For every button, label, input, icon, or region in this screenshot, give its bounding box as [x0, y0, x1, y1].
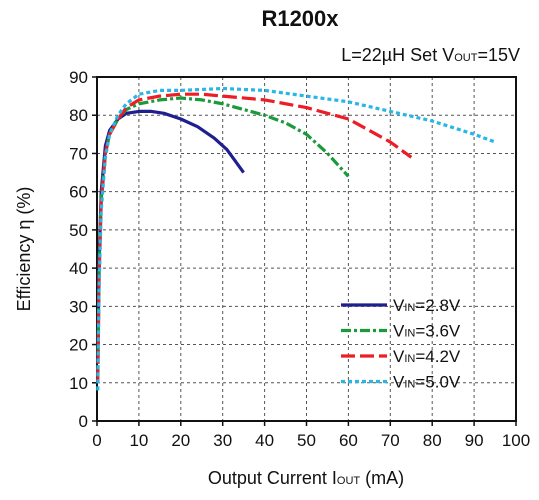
y-tick-label: 90 — [69, 68, 88, 87]
y-tick-label: 0 — [79, 412, 88, 431]
y-tick-label: 10 — [69, 374, 88, 393]
x-tick-label: 50 — [297, 431, 316, 450]
x-tick-label: 10 — [129, 431, 148, 450]
y-tick-label: 30 — [69, 297, 88, 316]
y-tick-label: 70 — [69, 144, 88, 163]
x-tick-label: 60 — [339, 431, 358, 450]
legend-label-sub: IN — [404, 379, 415, 391]
x-axis-label-lead: Output Current I — [208, 468, 337, 488]
legend-label-tail: =5.0V — [415, 373, 461, 392]
legend-label: VIN=2.8V — [393, 296, 461, 315]
x-tick-label: 90 — [465, 431, 484, 450]
legend-label: VIN=5.0V — [393, 373, 461, 392]
x-tick-label: 20 — [171, 431, 190, 450]
y-tick-label: 80 — [69, 106, 88, 125]
grid-lines — [97, 77, 516, 421]
axis-ticks: 0 10 20 30 40 50 60 70 80 90 100 0 10 20 30 40 50 60 70 80 9… — [69, 68, 530, 450]
chart-subtitle-sub: OUT — [454, 52, 478, 64]
x-tick-label: 100 — [502, 431, 530, 450]
y-tick-label: 20 — [69, 336, 88, 355]
legend-label-tail: =3.6V — [415, 322, 461, 341]
legend-label-lead: V — [393, 373, 405, 392]
x-tick-label: 80 — [423, 431, 442, 450]
legend-label-lead: V — [393, 296, 405, 315]
chart-subtitle-lead: L=22µH Set V — [341, 45, 454, 65]
legend-label-lead: V — [393, 347, 405, 366]
chart-subtitle: L=22µH Set VOUT=15V — [341, 45, 520, 65]
x-tick-label: 30 — [213, 431, 232, 450]
x-axis-label: Output Current IOUT (mA) — [208, 468, 404, 488]
y-axis-label: Efficiency η (%) — [14, 187, 34, 312]
y-tick-label: 60 — [69, 183, 88, 202]
y-tick-label: 50 — [69, 221, 88, 240]
series-lines — [96, 86, 496, 391]
chart-title: R1200x — [261, 6, 339, 31]
series-line — [96, 109, 245, 364]
legend-label: VIN=4.2V — [393, 347, 461, 366]
legend-label-tail: =4.2V — [415, 347, 461, 366]
legend-label-lead: V — [393, 322, 405, 341]
legend-label-sub: IN — [404, 302, 415, 314]
chart-subtitle-tail: =15V — [477, 45, 520, 65]
x-tick-label: 70 — [381, 431, 400, 450]
legend-label: VIN=3.6V — [393, 322, 461, 341]
x-axis-label-tail: (mA) — [360, 468, 404, 488]
x-tick-label: 40 — [255, 431, 274, 450]
series-line — [96, 86, 496, 391]
y-tick-label: 40 — [69, 259, 88, 278]
legend-label-sub: IN — [404, 328, 415, 340]
series-line — [96, 92, 413, 383]
x-axis-label-sub: OUT — [337, 475, 361, 487]
legend-label-sub: IN — [404, 353, 415, 365]
legend-label-tail: =2.8V — [415, 296, 461, 315]
x-tick-label: 0 — [92, 431, 101, 450]
